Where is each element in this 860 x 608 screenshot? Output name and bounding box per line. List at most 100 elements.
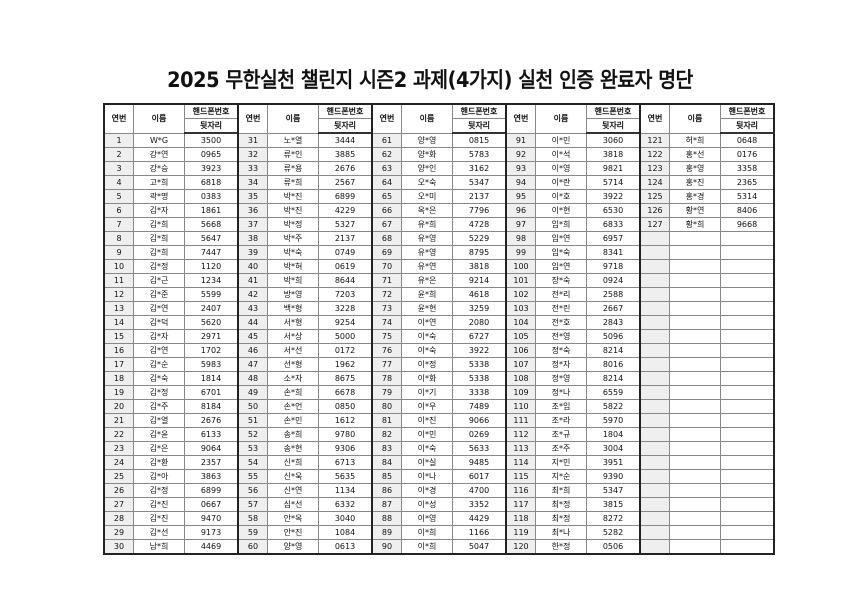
cell-phone: 6957 xyxy=(586,231,641,246)
cell-name: 정*영 xyxy=(535,371,587,386)
cell-no: 90 xyxy=(371,539,402,555)
cell-name: 조*주 xyxy=(535,441,587,456)
cell-phone: 9485 xyxy=(452,455,507,470)
table-row: 14 김*덕 5620 44 서*형 9254 74 이*연 2080 104 전*호 2843 xyxy=(103,315,775,330)
cell-no: 46 xyxy=(237,343,268,358)
cell-name: 홍*선 xyxy=(669,147,721,162)
cell-no: 8 xyxy=(103,231,134,246)
cell-no: 84 xyxy=(371,455,402,470)
cell-phone: 3228 xyxy=(318,301,373,316)
cell-empty xyxy=(639,301,670,316)
cell-empty xyxy=(720,371,775,386)
cell-name: 유*영 xyxy=(401,231,453,246)
table-row: 15 김*자 2971 45 서*상 5000 75 이*숙 6727 105 전*영 5096 xyxy=(103,329,775,344)
cell-phone: 5338 xyxy=(452,371,507,386)
cell-empty xyxy=(669,329,721,344)
cell-no: 74 xyxy=(371,315,402,330)
cell-name: 전*린 xyxy=(535,301,587,316)
cell-name: 송*희 xyxy=(267,427,319,442)
cell-no: 71 xyxy=(371,273,402,288)
cell-no: 9 xyxy=(103,245,134,260)
cell-name: 정*숙 xyxy=(535,343,587,358)
cell-phone: 4229 xyxy=(318,203,373,218)
cell-name: 이*민 xyxy=(535,132,587,148)
cell-phone: 3352 xyxy=(452,497,507,512)
cell-name: 이*영 xyxy=(535,161,587,176)
cell-phone: 0667 xyxy=(184,497,239,512)
cell-no: 6 xyxy=(103,203,134,218)
cell-phone: 2971 xyxy=(184,329,239,344)
cell-no: 50 xyxy=(237,399,268,414)
cell-no: 7 xyxy=(103,217,134,232)
header-name: 이름 xyxy=(535,103,587,134)
cell-phone: 0269 xyxy=(452,427,507,442)
cell-phone: 8406 xyxy=(720,203,775,218)
cell-no: 55 xyxy=(237,469,268,484)
cell-phone: 8214 xyxy=(586,343,641,358)
cell-phone: 1861 xyxy=(184,203,239,218)
cell-phone: 3922 xyxy=(586,189,641,204)
cell-phone: 5783 xyxy=(452,147,507,162)
cell-no: 60 xyxy=(237,539,268,555)
cell-phone: 2365 xyxy=(720,175,775,190)
cell-no: 10 xyxy=(103,259,134,274)
cell-phone: 9780 xyxy=(318,427,373,442)
header-row: 뒷자리 뒷자리 뒷자리 뒷자리 뒷자리 xyxy=(104,118,775,134)
table-row: 9 김*희 7447 39 박*숙 0749 69 유*영 8795 99 임*숙 8341 xyxy=(103,245,775,260)
cell-no: 110 xyxy=(505,399,536,414)
cell-empty xyxy=(669,343,721,358)
table-row: 17 김*순 5983 47 선*형 1962 77 이*정 5338 107 정*자 8016 xyxy=(103,357,775,372)
cell-empty xyxy=(639,357,670,372)
cell-name: 박*주 xyxy=(267,231,319,246)
cell-no: 127 xyxy=(639,217,670,232)
header-no: 연번 xyxy=(371,103,402,134)
cell-name: 황*희 xyxy=(669,217,721,232)
cell-name: 유*은 xyxy=(401,273,453,288)
cell-phone: 6833 xyxy=(586,217,641,232)
cell-no: 73 xyxy=(371,301,402,316)
cell-name: 이*실 xyxy=(401,455,453,470)
cell-no: 56 xyxy=(237,483,268,498)
cell-no: 109 xyxy=(505,385,536,400)
cell-no: 68 xyxy=(371,231,402,246)
cell-name: 이*숙 xyxy=(401,329,453,344)
cell-no: 54 xyxy=(237,455,268,470)
cell-phone: 3922 xyxy=(452,343,507,358)
cell-name: 박*진 xyxy=(267,203,319,218)
cell-name: 임*희 xyxy=(535,217,587,232)
cell-name: 김*은 xyxy=(133,441,185,456)
cell-name: W*G xyxy=(133,132,185,148)
cell-no: 53 xyxy=(237,441,268,456)
cell-name: 윤*희 xyxy=(401,287,453,302)
cell-no: 20 xyxy=(103,399,134,414)
cell-phone: 9470 xyxy=(184,511,239,526)
cell-name: 이*정 xyxy=(401,357,453,372)
table-row: 30 남*희 4469 60 양*영 0613 90 이*희 5047 120 한*정 0506 xyxy=(103,539,775,555)
header-phone: 핸드폰번호 xyxy=(452,103,507,119)
cell-no: 100 xyxy=(505,259,536,274)
cell-no: 79 xyxy=(371,385,402,400)
cell-phone: 8214 xyxy=(586,371,641,386)
cell-no: 13 xyxy=(103,301,134,316)
cell-phone: 7796 xyxy=(452,203,507,218)
cell-name: 백*형 xyxy=(267,301,319,316)
cell-name: 강*연 xyxy=(133,147,185,162)
cell-empty xyxy=(720,273,775,288)
cell-name: 김*희 xyxy=(133,217,185,232)
cell-name: 이*란 xyxy=(535,175,587,190)
cell-name: 김*정 xyxy=(133,385,185,400)
cell-name: 최*정 xyxy=(535,497,587,512)
cell-name: 전*호 xyxy=(535,315,587,330)
cell-no: 116 xyxy=(505,483,536,498)
cell-name: 이*영 xyxy=(401,511,453,526)
cell-no: 11 xyxy=(103,273,134,288)
cell-phone: 3040 xyxy=(318,511,373,526)
cell-name: 류*용 xyxy=(267,161,319,176)
cell-empty xyxy=(639,469,670,484)
header-phone-sub: 뒷자리 xyxy=(318,118,373,134)
table-row: 18 김*숙 1814 48 소*자 8675 78 이*화 5338 108 정*영 8214 xyxy=(103,371,775,386)
cell-no: 72 xyxy=(371,287,402,302)
cell-name: 임*연 xyxy=(535,231,587,246)
cell-name: 안*진 xyxy=(267,525,319,540)
cell-phone: 6818 xyxy=(184,175,239,190)
